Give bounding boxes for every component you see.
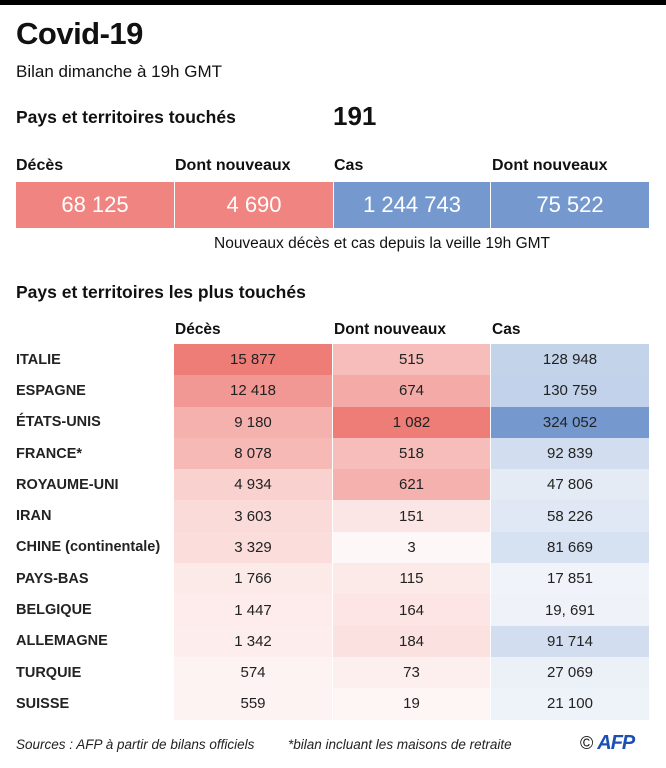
page-title: Covid-19 (16, 16, 143, 51)
kpi-cases: 1 244 743 (334, 182, 490, 228)
deaths-cell: 9 180 (174, 406, 332, 438)
table-row: TURQUIE 574 73 27 069 (16, 656, 650, 689)
cases-cell: 81 669 (491, 531, 649, 564)
countries-value: 191 (333, 101, 377, 131)
new-deaths-cell: 674 (333, 375, 490, 407)
new-deaths-cell: 73 (333, 656, 490, 689)
new-deaths-cell: 3 (333, 531, 490, 564)
deaths-cell: 12 418 (174, 375, 332, 407)
new-deaths-cell: 19 (333, 688, 490, 720)
country-name: CHINE (continentale) (16, 539, 161, 556)
table-row: BELGIQUE 1 447 164 19, 691 (16, 594, 650, 626)
table-row: ÉTATS-UNIS 9 180 1 082 324 052 (16, 406, 650, 438)
country-name: FRANCE* (16, 445, 83, 462)
afp-logo-text: AFP (597, 732, 635, 754)
table-row: ALLEMAGNE 1 342 184 91 714 (16, 625, 650, 657)
deaths-cell: 1 447 (174, 594, 332, 626)
kpi-deaths: 68 125 (16, 182, 174, 228)
cases-cell: 17 851 (491, 563, 649, 595)
new-deaths-cell: 151 (333, 500, 490, 532)
new-deaths-cell: 115 (333, 563, 490, 595)
countries-table: ITALIE 15 877 515 128 948 ESPAGNE 12 418 674 13… (16, 344, 650, 720)
cases-cell: 128 948 (491, 344, 649, 376)
kpi-label-deaths: Décès (16, 157, 64, 174)
deaths-cell: 3 603 (174, 500, 332, 532)
deaths-cell: 1 342 (174, 625, 332, 657)
table-row: PAYS-BAS 1 766 115 17 851 (16, 563, 650, 595)
cases-cell: 19, 691 (491, 594, 649, 626)
country-name: BELGIQUE (16, 602, 92, 619)
country-name: ITALIE (16, 351, 61, 368)
cases-cell: 47 806 (491, 469, 649, 501)
table-row: FRANCE* 8 078 518 92 839 (16, 437, 650, 470)
deaths-cell: 559 (174, 688, 332, 720)
country-name: ÉTATS-UNIS (16, 414, 101, 431)
top-bar (0, 0, 666, 5)
table-row: ESPAGNE 12 418 674 130 759 (16, 375, 650, 407)
country-name: PAYS-BAS (16, 570, 89, 587)
cases-cell: 21 100 (491, 688, 649, 720)
cases-cell: 91 714 (491, 625, 649, 657)
kpi-label-cases: Cas (334, 157, 364, 174)
kpi-new-deaths: 4 690 (175, 182, 333, 228)
table-row: CHINE (continentale) 3 329 3 81 669 (16, 531, 650, 564)
deaths-cell: 574 (174, 656, 332, 689)
country-name: IRAN (16, 508, 52, 525)
cases-cell: 58 226 (491, 500, 649, 532)
cases-cell: 324 052 (491, 406, 649, 438)
deaths-cell: 4 934 (174, 469, 332, 501)
deaths-cell: 15 877 (174, 344, 332, 376)
subtitle: Bilan dimanche à 19h GMT (16, 62, 222, 81)
kpi-label-new-cases: Dont nouveaux (492, 157, 608, 174)
column-header-deaths: Décès (175, 321, 221, 338)
table-row: ROYAUME-UNI 4 934 621 47 806 (16, 469, 650, 501)
country-name: ALLEMAGNE (16, 633, 108, 650)
country-name: TURQUIE (16, 664, 82, 681)
country-name: ESPAGNE (16, 382, 86, 399)
cases-cell: 27 069 (491, 656, 649, 689)
cases-cell: 130 759 (491, 375, 649, 407)
kpi-label-new-deaths: Dont nouveaux (175, 157, 291, 174)
new-deaths-cell: 1 082 (333, 406, 490, 438)
new-deaths-cell: 518 (333, 437, 490, 470)
new-deaths-cell: 621 (333, 469, 490, 501)
column-header-new-deaths: Dont nouveaux (334, 321, 446, 338)
afp-logo: © AFP (580, 732, 635, 755)
kpi-new-cases: 75 522 (491, 182, 649, 228)
table-row: ITALIE 15 877 515 128 948 (16, 344, 650, 376)
country-name: ROYAUME-UNI (16, 476, 119, 493)
country-name: SUISSE (16, 695, 70, 712)
deaths-cell: 8 078 (174, 437, 332, 470)
footnote: *bilan incluant les maisons de retraite (288, 737, 512, 752)
new-deaths-cell: 184 (333, 625, 490, 657)
cases-cell: 92 839 (491, 437, 649, 470)
new-deaths-cell: 164 (333, 594, 490, 626)
table-row: IRAN 3 603 151 58 226 (16, 500, 650, 532)
countries-label: Pays et territoires touchés (16, 107, 236, 127)
table-row: SUISSE 559 19 21 100 (16, 688, 650, 720)
new-deaths-cell: 515 (333, 344, 490, 376)
column-header-cases: Cas (492, 321, 521, 338)
sources-note: Sources : AFP à partir de bilans officie… (16, 737, 255, 752)
table-title: Pays et territoires les plus touchés (16, 282, 306, 302)
deaths-cell: 3 329 (174, 531, 332, 564)
kpi-note: Nouveaux décès et cas depuis la veille 1… (214, 235, 551, 252)
deaths-cell: 1 766 (174, 563, 332, 595)
copyright-icon: © (580, 733, 594, 753)
